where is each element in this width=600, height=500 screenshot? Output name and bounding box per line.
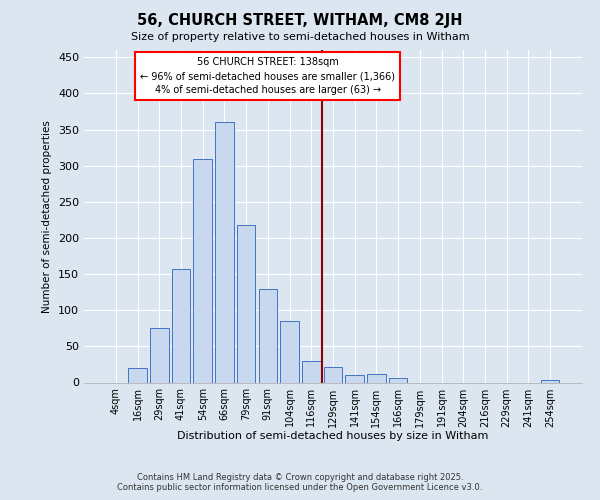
Bar: [541, 380, 559, 382]
Bar: [215, 122, 233, 382]
Text: 56 CHURCH STREET: 138sqm
← 96% of semi-detached houses are smaller (1,366)
4% of: 56 CHURCH STREET: 138sqm ← 96% of semi-d…: [140, 57, 395, 95]
Bar: [150, 328, 169, 382]
Bar: [280, 321, 299, 382]
Bar: [128, 368, 147, 382]
Bar: [389, 378, 407, 382]
Bar: [367, 374, 386, 382]
Text: 56, CHURCH STREET, WITHAM, CM8 2JH: 56, CHURCH STREET, WITHAM, CM8 2JH: [137, 12, 463, 28]
Bar: [237, 225, 256, 382]
Y-axis label: Number of semi-detached properties: Number of semi-detached properties: [43, 120, 52, 312]
Bar: [346, 374, 364, 382]
X-axis label: Distribution of semi-detached houses by size in Witham: Distribution of semi-detached houses by …: [178, 431, 488, 441]
Text: Contains HM Land Registry data © Crown copyright and database right 2025.
Contai: Contains HM Land Registry data © Crown c…: [118, 473, 482, 492]
Bar: [172, 269, 190, 382]
Bar: [324, 366, 342, 382]
Bar: [302, 361, 320, 382]
Bar: [193, 159, 212, 382]
Text: Size of property relative to semi-detached houses in Witham: Size of property relative to semi-detach…: [131, 32, 469, 42]
Bar: [259, 288, 277, 382]
